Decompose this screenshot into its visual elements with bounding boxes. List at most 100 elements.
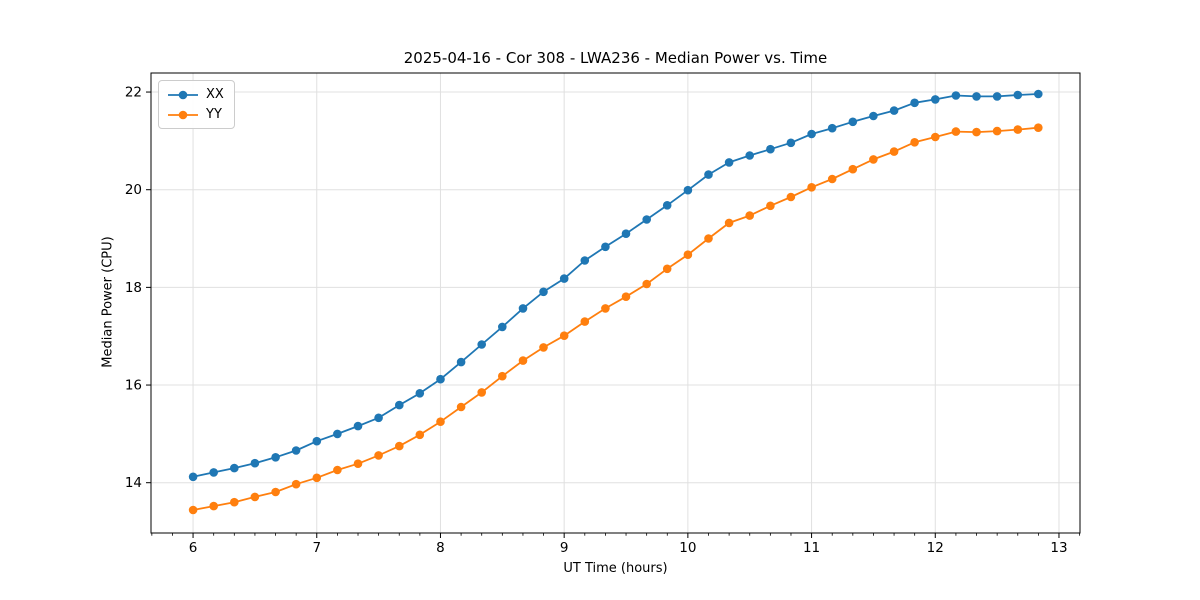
series-xx-point [621,229,631,238]
series-xx-point [395,400,404,410]
series-xx-point [518,304,528,313]
x-tick-label: 12 [927,540,944,556]
series-yy-point [395,441,404,451]
series-yy-point [745,211,754,220]
x-tick-label: 11 [803,540,820,556]
series-xx-point [992,92,1002,101]
series-xx-point [559,274,569,283]
series-xx-point [601,242,610,252]
series-xx-point [498,322,507,332]
series-yy-point [436,417,445,427]
series-yy-point [662,264,672,274]
y-axis-label: Median Power (CPU) [100,236,116,368]
series-yy-point [889,147,899,156]
series-xx-point [642,215,651,224]
series-xx-point [477,340,487,349]
series-yy-point [415,430,425,440]
series-yy-point [477,388,487,397]
series-yy-point [1013,125,1023,134]
series-yy-point [910,138,919,147]
legend-marker-xx-icon [168,90,198,99]
y-tick-label: 14 [125,475,142,491]
series-xx-point [889,106,899,115]
series-xx-point [539,287,548,297]
series-yy-point [456,402,466,412]
series-xx-point [415,389,425,398]
series-xx-point [683,185,693,195]
series-xx-point [786,138,796,148]
series-yy-point [642,279,651,289]
series-yy-point [848,164,858,174]
series-yy-point [807,183,816,192]
series-yy-point [951,127,961,136]
series-yy-point [539,343,548,352]
series-xx-point [580,256,590,265]
y-tick-label: 20 [125,182,142,198]
series-xx-point [848,117,858,127]
axis-ticks: 6 7 8 9 10 11 12 13 14 16 18 20 22 [125,85,1081,556]
series-yy-point [209,501,218,511]
legend-item-yy: YY [167,106,224,123]
series-yy-line [192,126,1039,511]
series-xx-point [972,92,981,101]
series-yy-point [766,201,775,211]
series-xx-point [291,446,301,455]
series-yy-point [312,473,322,483]
series-yy-point [931,132,940,142]
series-xx-point [910,98,919,108]
y-tick-label: 18 [125,280,142,296]
series-xx-point [1013,90,1023,100]
series-xx-point [456,357,466,367]
x-tick-label: 6 [189,540,198,556]
series-yy-point [786,192,796,202]
chart-title: 2025-04-16 - Cor 308 - LWA236 - Median P… [403,49,828,67]
x-tick-label: 8 [436,540,445,556]
legend-label-yy: YY [206,107,222,122]
series-xx-line [192,93,1039,478]
series-yy-point [992,126,1002,136]
series-xx-point [436,374,445,384]
series-yy-point [704,234,713,243]
series-yy-point [827,174,837,184]
series-xx-point [766,144,775,154]
legend-label-xx: XX [206,87,224,102]
y-tick-label: 22 [125,85,142,101]
series-xx [188,89,1043,482]
series-yy-point [518,356,528,365]
series-xx-point [250,458,260,468]
series-xx-point [353,421,363,431]
series-xx-point [271,453,280,462]
x-tick-label: 7 [312,540,321,556]
series-yy-point [1034,123,1043,132]
series-xx-point [704,170,713,179]
series-yy-point [580,317,590,326]
series-yy-point [230,497,239,507]
series-yy-point [621,292,631,302]
x-tick-label: 10 [679,540,696,556]
series-xx-point [827,123,837,133]
legend-marker-yy-icon [168,110,198,119]
plot-border [150,72,1081,534]
series-xx-point [745,151,754,160]
series-xx-point [931,95,940,104]
series-yy-point [559,331,569,341]
series-yy [188,123,1043,515]
series-xx-point [662,201,672,210]
series-xx-point [230,463,239,473]
series-yy-point [869,155,878,164]
series-xx-point [1034,89,1043,99]
series-yy-point [271,487,280,497]
y-tick-label: 16 [125,378,142,394]
x-tick-label: 13 [1050,540,1067,556]
series-xx-point [374,413,383,423]
series-xx-point [333,429,342,439]
series-xx-point [724,158,734,167]
series-xx-point [869,111,878,121]
series-yy-point [333,465,342,475]
gridlines [151,73,1080,533]
series-yy-point [374,451,383,460]
series-yy-point [498,371,507,381]
series-xx-point [188,472,198,482]
